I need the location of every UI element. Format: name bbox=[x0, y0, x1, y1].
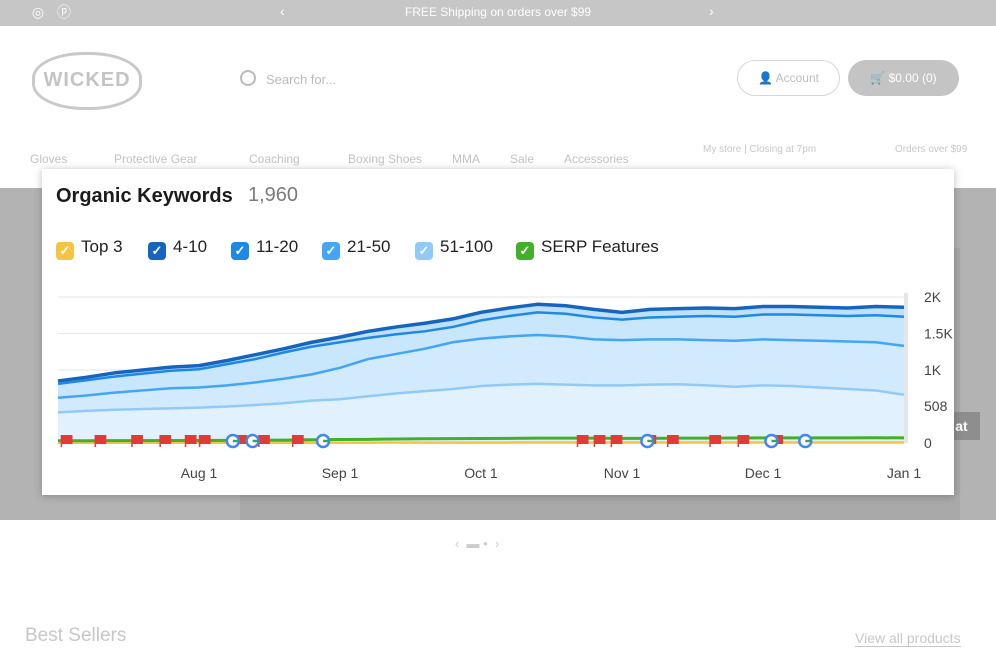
series-line-4-10 bbox=[57, 302, 905, 383]
nav-item-coaching[interactable]: Coaching bbox=[249, 152, 300, 166]
brand-logo[interactable]: WICKED bbox=[32, 52, 142, 110]
announcement-next-icon[interactable]: › bbox=[709, 3, 714, 19]
checkbox-icon[interactable]: ✓ bbox=[231, 242, 249, 260]
nav-item-accessories[interactable]: Accessories bbox=[564, 152, 629, 166]
x-tick-label: Jan 1 bbox=[887, 465, 921, 481]
legend-top3[interactable]: ✓ Top 3 bbox=[56, 237, 123, 260]
flag-icon bbox=[185, 435, 197, 444]
y-tick-label: 2K bbox=[924, 289, 942, 305]
flag-icon bbox=[236, 435, 248, 444]
checkbox-icon[interactable]: ✓ bbox=[516, 242, 534, 260]
x-tick-label: Sep 1 bbox=[322, 465, 359, 481]
flag-icon bbox=[710, 435, 722, 444]
flag-icon bbox=[258, 435, 270, 444]
nav-item-gloves[interactable]: Gloves bbox=[30, 152, 68, 166]
legend-label: 4-10 bbox=[173, 237, 208, 256]
nav-item-protective-gear[interactable]: Protective Gear bbox=[114, 152, 198, 166]
x-tick-label: Nov 1 bbox=[604, 465, 641, 481]
keyword-total: 1,960 bbox=[248, 184, 299, 206]
flag-icon bbox=[611, 435, 623, 444]
search-input[interactable]: Search for... bbox=[240, 70, 500, 88]
cart-button[interactable]: 🛒 $0.00 (0) bbox=[848, 60, 959, 96]
area-51-100 bbox=[58, 383, 904, 443]
user-icon: 👤 bbox=[758, 71, 776, 85]
checkbox-icon[interactable]: ✓ bbox=[415, 242, 433, 260]
series-line-21-50 bbox=[57, 333, 905, 399]
checkbox-icon[interactable]: ✓ bbox=[148, 242, 166, 260]
y-tick-label: 1.5K bbox=[924, 326, 953, 342]
instagram-icon[interactable]: ◎ bbox=[31, 4, 45, 20]
flag-icon bbox=[594, 435, 606, 444]
series-line-11-20 bbox=[57, 311, 905, 386]
flag-icon bbox=[95, 435, 107, 444]
search-placeholder: Search for... bbox=[266, 72, 337, 87]
y-tick-label: 508 bbox=[924, 398, 948, 414]
legend-label: 21-50 bbox=[347, 237, 391, 256]
flag-icon bbox=[61, 435, 73, 444]
cart-icon: 🛒 bbox=[870, 71, 889, 85]
flag-icon bbox=[199, 435, 211, 444]
slider-dots[interactable]: ‹ ▬ • › bbox=[455, 536, 500, 551]
legend-label: SERP Features bbox=[541, 237, 659, 256]
announcement-text: FREE Shipping on orders over $99 bbox=[404, 5, 592, 19]
y-tick-label: 1K bbox=[924, 362, 942, 378]
flag-icon bbox=[292, 435, 304, 444]
announcement-bar: ◎ ⓟ ‹ FREE Shipping on orders over $99 › bbox=[0, 0, 996, 26]
organic-keywords-chart[interactable]: 0 508 1K 1.5K 2K Aug 1 Sep 1 Oct 1 Nov 1 Dec 1 Jan… bbox=[42, 169, 954, 495]
pinterest-icon[interactable]: ⓟ bbox=[57, 4, 71, 20]
store-info[interactable]: My store | Closing at 7pm bbox=[703, 144, 817, 155]
flag-icon bbox=[577, 435, 589, 444]
flag-icon bbox=[131, 435, 143, 444]
flag-icon bbox=[160, 435, 172, 444]
legend-51-100[interactable]: ✓ 51-100 bbox=[415, 237, 493, 260]
checkbox-icon[interactable]: ✓ bbox=[322, 242, 340, 260]
legend-11-20[interactable]: ✓ 11-20 bbox=[231, 237, 299, 260]
flag-icon bbox=[667, 435, 679, 444]
legend-label: Top 3 bbox=[81, 237, 123, 256]
nav-item-boxing-shoes[interactable]: Boxing Shoes bbox=[348, 152, 423, 166]
account-label: Account bbox=[775, 71, 819, 85]
x-tick-label: Dec 1 bbox=[745, 465, 782, 481]
y-tick-label: 0 bbox=[924, 435, 932, 451]
legend-label: 11-20 bbox=[256, 237, 299, 256]
best-sellers-heading: Best Sellers bbox=[25, 625, 127, 646]
x-tick-label: Aug 1 bbox=[181, 465, 218, 481]
chart-title: Organic Keywords bbox=[56, 185, 233, 207]
announcement-prev-icon[interactable]: ‹ bbox=[280, 3, 285, 19]
checkbox-icon[interactable]: ✓ bbox=[56, 242, 74, 260]
legend-serp-features[interactable]: ✓ SERP Features bbox=[516, 237, 659, 260]
legend-4-10[interactable]: ✓ 4-10 bbox=[148, 237, 208, 260]
series-line-51-100 bbox=[57, 382, 905, 414]
organic-keywords-card: Organic Keywords 1,960 ✓ Top 3 ✓ 4-10 ✓ 11-… bbox=[42, 169, 954, 495]
nav-item-mma[interactable]: MMA bbox=[452, 152, 480, 166]
cart-label: $0.00 (0) bbox=[888, 71, 937, 85]
flag-icon bbox=[738, 435, 750, 444]
legend-21-50[interactable]: ✓ 21-50 bbox=[322, 237, 391, 260]
view-all-link[interactable]: View all products bbox=[855, 630, 961, 647]
shipping-info: Orders over $99 bbox=[895, 144, 968, 155]
account-button[interactable]: 👤 Account bbox=[737, 60, 840, 96]
nav-item-sale[interactable]: Sale bbox=[510, 152, 535, 166]
x-tick-label: Oct 1 bbox=[464, 465, 498, 481]
search-icon bbox=[240, 70, 256, 86]
legend-label: 51-100 bbox=[440, 237, 493, 256]
